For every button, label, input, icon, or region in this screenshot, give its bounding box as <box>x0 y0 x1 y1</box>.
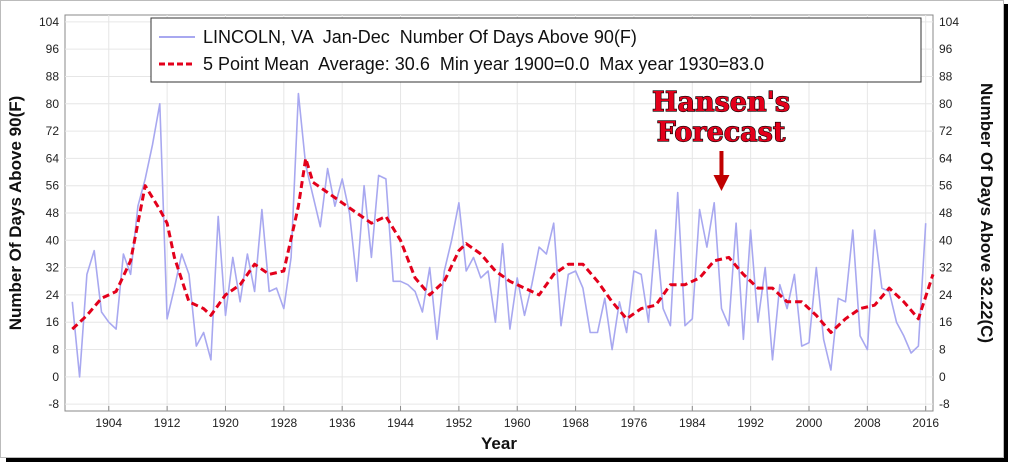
y-tick-label-left: 48 <box>46 206 60 220</box>
x-tick-label: 1960 <box>504 416 531 430</box>
y-tick-label-right: 80 <box>939 97 953 111</box>
y-tick-label-right: 104 <box>939 15 959 29</box>
annotation-line-2: Forecast <box>657 117 786 148</box>
annotation-arrow-head <box>713 175 730 191</box>
y-tick-label-left: 104 <box>39 15 59 29</box>
y-tick-label-left: 56 <box>46 179 60 193</box>
x-tick-label: 1912 <box>154 416 181 430</box>
y-tick-label-right: 64 <box>939 151 953 165</box>
y-tick-label-left: 32 <box>46 261 60 275</box>
y-tick-label-left: 96 <box>46 42 60 56</box>
y-tick-label-right: 24 <box>939 288 953 302</box>
x-tick-label: 1944 <box>387 416 414 430</box>
x-tick-label: 1968 <box>562 416 589 430</box>
y-tick-label-right: -8 <box>939 397 950 411</box>
y-tick-label-right: 8 <box>939 343 946 357</box>
series-layer <box>71 92 935 378</box>
legend-box <box>150 17 922 83</box>
x-tick-label: 1904 <box>95 416 122 430</box>
y-tick-label-right: 96 <box>939 42 953 56</box>
y-tick-label-left: 88 <box>46 69 60 83</box>
legend: LINCOLN, VA Jan-Dec Number Of Days Above… <box>150 17 922 83</box>
x-tick-label: 1992 <box>737 416 764 430</box>
y-tick-label-right: 16 <box>939 315 953 329</box>
y-tick-label-right: 0 <box>939 370 946 384</box>
legend-label-observed: LINCOLN, VA Jan-Dec Number Of Days Above… <box>203 27 637 47</box>
y-axis-title-right: Number Of Days Above 32.22(C) <box>977 83 996 343</box>
y-tick-label-left: 80 <box>46 97 60 111</box>
y-tick-label-right: 56 <box>939 179 953 193</box>
y-tick-label-left: 64 <box>46 151 60 165</box>
y-axis-title-left: Number Of Days Above 90(F) <box>6 96 25 331</box>
x-tick-label: 1936 <box>329 416 356 430</box>
x-tick-label: 1920 <box>212 416 239 430</box>
annotation-hansens-forecast: Hansen's Forecast <box>651 86 791 191</box>
y-tick-label-right: 88 <box>939 69 953 83</box>
y-tick-label-left: 8 <box>52 343 59 357</box>
y-tick-label-left: 72 <box>46 124 60 138</box>
y-tick-label-right: 72 <box>939 124 953 138</box>
y-tick-label-left: 0 <box>52 370 59 384</box>
x-tick-label: 1952 <box>446 416 473 430</box>
annotation-line-1: Hansen's <box>652 87 790 118</box>
x-tick-label: 1928 <box>270 416 297 430</box>
series-line-observed <box>71 92 927 378</box>
x-tick-label: 1984 <box>679 416 706 430</box>
chart-frame: -8 -8 0 0 8 8 16 16 24 24 32 32 40 40 48 48 56 56 64 64 72 72… <box>0 0 1004 458</box>
y-tick-label-left: 24 <box>46 288 60 302</box>
y-tick-label-left: -8 <box>48 397 59 411</box>
x-tick-label: 2000 <box>796 416 823 430</box>
y-tick-label-left: 16 <box>46 315 60 329</box>
x-tick-label: 2008 <box>854 416 881 430</box>
y-tick-label-right: 40 <box>939 233 953 247</box>
x-tick-label: 2016 <box>912 416 939 430</box>
x-axis-title: Year <box>481 434 517 453</box>
y-tick-label-right: 48 <box>939 206 953 220</box>
legend-label-mean: 5 Point Mean Average: 30.6 Min year 1900… <box>203 54 764 74</box>
series-line-5pt-mean <box>71 156 935 334</box>
x-tick-label: 1976 <box>621 416 648 430</box>
y-tick-label-right: 32 <box>939 261 953 275</box>
y-tick-label-left: 40 <box>46 233 60 247</box>
